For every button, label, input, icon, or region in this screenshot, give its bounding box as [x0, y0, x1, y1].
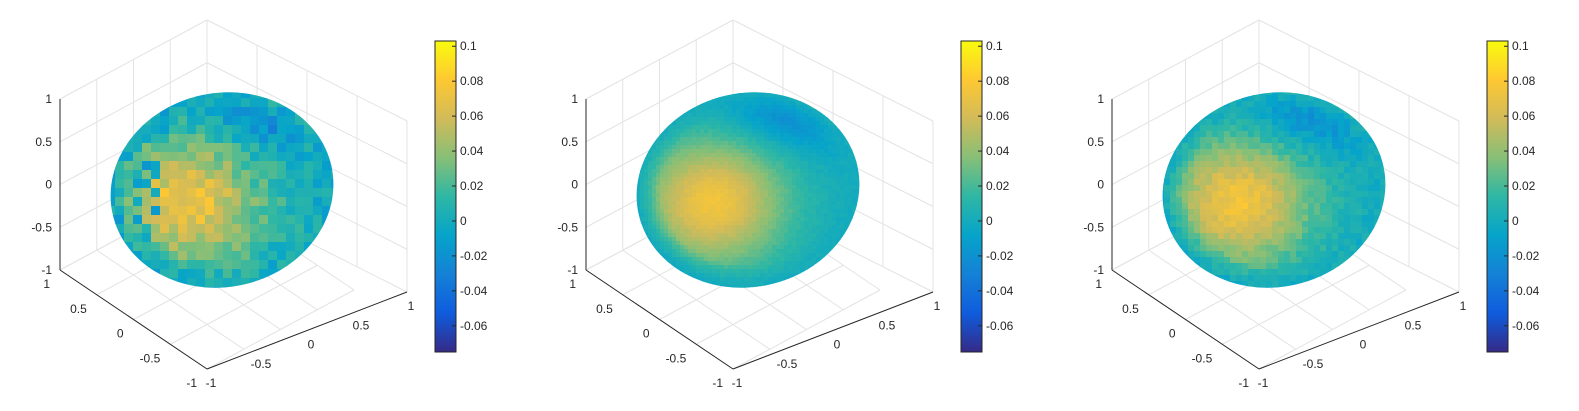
colorbar-tick-label: 0.04	[986, 144, 1010, 158]
plot-canvas: -1 -0.5 0 0.5 1 1 0.5 0 -0.5 -1 -1 -0.5 0 0.5 1 0.1 0.08…	[0, 0, 526, 406]
z-tick-label: -1	[41, 263, 52, 277]
z-tick-label: 0.5	[561, 135, 578, 149]
colorbar-tick-label: 0.1	[1512, 39, 1529, 53]
ellipsoid-surface	[1158, 89, 1393, 294]
x-tick-label: -1	[732, 376, 743, 390]
colorbar-tick-label: 0	[460, 214, 467, 228]
colorbar-tick-label: 0	[1512, 214, 1519, 228]
x-tick-label: -0.5	[251, 357, 272, 371]
colorbar-tick-label: -0.04	[460, 284, 488, 298]
colorbar-tick-label: -0.04	[1512, 284, 1540, 298]
colorbar-tick-label: -0.02	[1512, 249, 1540, 263]
colorbar: 0.1 0.08 0.06 0.04 0.02 0 -0.02 -0.04 -0.06	[1487, 39, 1540, 352]
y-tick-label: 0.5	[1122, 302, 1139, 316]
colorbar-tick-label: -0.04	[986, 284, 1014, 298]
colorbar-tick-label: 0.04	[1512, 144, 1536, 158]
y-tick-label: 0	[1169, 327, 1176, 341]
colorbar-tick-label: 0.1	[986, 39, 1003, 53]
y-tick-label: -0.5	[666, 351, 687, 365]
plot-canvas: -1 -0.5 0 0.5 1 1 0.5 0 -0.5 -1 -1 -0.5 0 0.5 1 0.1 0.08…	[526, 0, 1052, 406]
x-tick-label: 1	[934, 299, 941, 313]
z-tick-label: 0	[571, 178, 578, 192]
colorbar-tick-label: 0.04	[460, 144, 484, 158]
z-tick-label: 1	[571, 92, 578, 106]
x-tick-label: -1	[1258, 376, 1269, 390]
y-tick-label: -0.5	[1192, 351, 1213, 365]
x-tick-label: -0.5	[1303, 357, 1324, 371]
z-tick-label: -1	[1093, 263, 1104, 277]
surface-plot-3: -1 -0.5 0 0.5 1 1 0.5 0 -0.5 -1 -1 -0.5 0 0.5 1 0.1 0.08…	[1052, 0, 1578, 406]
y-tick-label: -1	[712, 376, 723, 390]
z-tick-label: 1	[1097, 92, 1104, 106]
x-tick-label: 0	[834, 338, 841, 352]
x-tick-label: -1	[206, 376, 217, 390]
x-tick-label: 0	[308, 338, 315, 352]
z-tick-label: -0.5	[1083, 220, 1104, 234]
x-tick-label: 1	[408, 299, 415, 313]
z-tick-label: 0.5	[1087, 135, 1104, 149]
colorbar-tick-label: -0.06	[460, 319, 488, 333]
x-tick-label: 1	[1460, 299, 1467, 313]
y-tick-label: 0	[643, 327, 650, 341]
y-tick-label: -1	[186, 376, 197, 390]
y-tick-label: 1	[569, 277, 576, 291]
colorbar-tick-label: -0.06	[986, 319, 1014, 333]
colorbar-tick-label: 0.1	[460, 39, 477, 53]
colorbar-tick-label: -0.06	[1512, 319, 1540, 333]
x-tick-label: 0	[1360, 338, 1367, 352]
y-tick-label: -0.5	[140, 351, 161, 365]
colorbar-tick-label: 0	[986, 214, 993, 228]
z-tick-label: 0	[1097, 178, 1104, 192]
colorbar-tick-label: 0.08	[1512, 74, 1536, 88]
z-tick-label: 0.5	[35, 135, 52, 149]
surface-plot-1: -1 -0.5 0 0.5 1 1 0.5 0 -0.5 -1 -1 -0.5 0 0.5 1 0.1 0.08…	[0, 0, 526, 406]
colorbar-tick-label: -0.02	[460, 249, 488, 263]
colorbar-tick-label: 0.02	[986, 179, 1010, 193]
colorbar-tick-label: 0.08	[986, 74, 1010, 88]
colorbar-tick-label: 0.06	[986, 109, 1010, 123]
y-tick-label: 1	[43, 277, 50, 291]
y-tick-label: 0.5	[596, 302, 613, 316]
y-tick-label: 1	[1095, 277, 1102, 291]
y-tick-label: 0.5	[70, 302, 87, 316]
ellipsoid-surface	[106, 89, 341, 297]
x-tick-label: 0.5	[353, 318, 370, 332]
colorbar-tick-label: 0.06	[1512, 109, 1536, 123]
plot-canvas: -1 -0.5 0 0.5 1 1 0.5 0 -0.5 -1 -1 -0.5 0 0.5 1 0.1 0.08…	[1052, 0, 1578, 406]
colorbar: 0.1 0.08 0.06 0.04 0.02 0 -0.02 -0.04 -0.06	[961, 39, 1014, 352]
x-tick-label: -0.5	[777, 357, 798, 371]
z-tick-label: 0	[45, 178, 52, 192]
z-tick-label: -0.5	[31, 220, 52, 234]
ellipsoid-surface	[632, 89, 865, 294]
surface-plot-2: -1 -0.5 0 0.5 1 1 0.5 0 -0.5 -1 -1 -0.5 0 0.5 1 0.1 0.08…	[526, 0, 1052, 406]
y-tick-label: -1	[1238, 376, 1249, 390]
y-tick-label: 0	[117, 327, 124, 341]
x-tick-label: 0.5	[879, 318, 896, 332]
z-tick-label: 1	[45, 92, 52, 106]
x-tick-label: 0.5	[1405, 318, 1422, 332]
colorbar-tick-label: 0.06	[460, 109, 484, 123]
colorbar-tick-label: -0.02	[986, 249, 1014, 263]
colorbar-tick-label: 0.02	[1512, 179, 1536, 193]
colorbar: 0.1 0.08 0.06 0.04 0.02 0 -0.02 -0.04 -0.06	[435, 39, 488, 352]
colorbar-tick-label: 0.02	[460, 179, 484, 193]
z-tick-label: -1	[567, 263, 578, 277]
z-tick-label: -0.5	[557, 220, 578, 234]
colorbar-tick-label: 0.08	[460, 74, 484, 88]
